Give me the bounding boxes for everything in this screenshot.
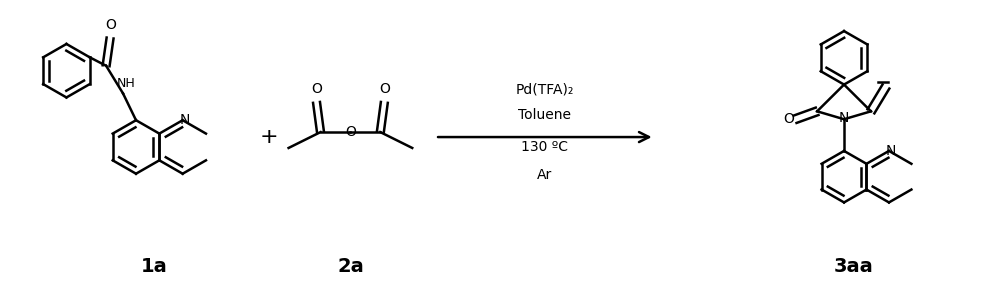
Text: O: O xyxy=(345,125,356,139)
Text: Ar: Ar xyxy=(537,168,552,182)
Text: 2a: 2a xyxy=(337,257,364,276)
Text: 1a: 1a xyxy=(141,257,167,276)
Text: O: O xyxy=(379,82,390,96)
Text: NH: NH xyxy=(117,77,135,90)
Text: Toluene: Toluene xyxy=(518,108,571,122)
Text: N: N xyxy=(179,113,190,127)
Text: +: + xyxy=(259,127,278,147)
Text: N: N xyxy=(839,111,849,125)
Text: 3aa: 3aa xyxy=(834,257,874,276)
Text: O: O xyxy=(783,112,794,126)
Text: 130 ºC: 130 ºC xyxy=(521,140,568,154)
Text: O: O xyxy=(106,18,117,32)
Text: O: O xyxy=(311,82,322,96)
Text: N: N xyxy=(886,144,896,158)
Text: Pd(TFA)₂: Pd(TFA)₂ xyxy=(516,83,574,96)
